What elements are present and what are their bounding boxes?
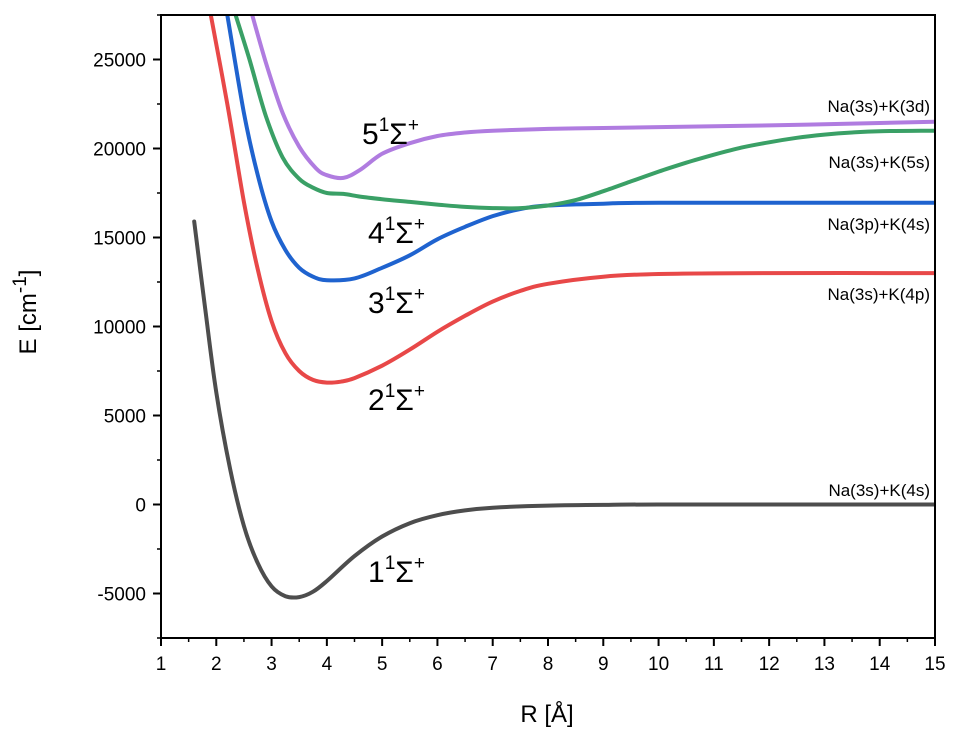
curve-4-sigma-plus [233,15,935,211]
x-tick-label: 7 [487,654,498,675]
curve-5-sigma-plus [250,15,935,181]
asymptote-label: Na(3s)+K(3d) [827,97,930,116]
x-tick-label: 14 [869,654,891,675]
y-tick-label: 5000 [104,407,146,428]
y-tick-label: 25000 [93,51,146,72]
x-tick-label: 4 [322,654,333,675]
y-axis-title: E [cm-1] [10,270,42,355]
x-tick-label: 3 [266,654,277,675]
state-label-1: 11Σ+ [368,553,425,589]
y-tick-label: 20000 [93,140,146,161]
state-label-2: 21Σ+ [368,381,425,417]
curve-1-sigma-plus [192,219,935,600]
curve-labels: 11Σ+ Na(3s)+K(4s) 21Σ+ Na(3s)+K(4p) 31Σ+ Na(3… [362,97,930,589]
state-label-3: 31Σ+ [368,284,425,320]
y-tick-label: 10000 [93,318,146,339]
x-tick-label: 10 [648,654,669,675]
state-label-4: 41Σ+ [368,214,425,250]
potential-curves [192,15,935,600]
curve-3-sigma-plus [225,15,935,283]
y-tick-label: 0 [135,496,146,517]
y-tick-label: 15000 [93,229,146,250]
asymptote-label: Na(3s)+K(4p) [827,285,930,304]
x-tick-label: 9 [598,654,609,675]
x-tick-label: 13 [814,654,835,675]
asymptote-label: Na(3p)+K(4s) [827,215,930,234]
asymptote-label: Na(3s)+K(5s) [828,153,930,172]
x-tick-label: 8 [543,654,554,675]
curve-2-sigma-plus [208,15,935,385]
x-tick-label: 2 [211,654,222,675]
x-axis-title: R [Å] [520,700,573,728]
state-label-5: 51Σ+ [362,115,419,151]
asymptote-label: Na(3s)+K(4s) [828,481,930,500]
x-tick-label: 12 [759,654,780,675]
x-tick-label: 15 [924,654,945,675]
x-tick-label: 1 [156,654,167,675]
y-tick-label: -5000 [97,585,146,606]
x-tick-label: 6 [432,654,443,675]
x-tick-label: 11 [704,654,724,675]
axis-ticks: 1 2 3 4 5 6 7 8 9 10 11 12 13 14 15-500005000100001500… [93,14,946,675]
x-tick-label: 5 [377,654,388,675]
plot-frame [160,14,936,639]
